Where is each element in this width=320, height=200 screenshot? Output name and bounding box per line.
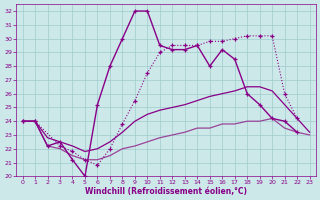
X-axis label: Windchill (Refroidissement éolien,°C): Windchill (Refroidissement éolien,°C): [85, 187, 247, 196]
